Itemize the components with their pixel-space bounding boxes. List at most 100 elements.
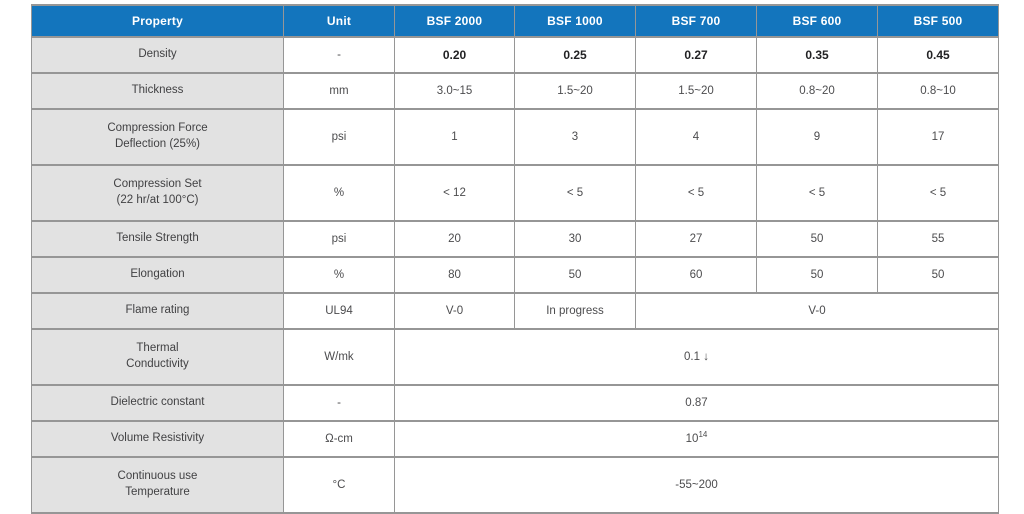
value-text: 50	[810, 233, 824, 245]
column-header-bsf-500: BSF 500	[877, 4, 999, 38]
value-cell: 17	[877, 108, 999, 166]
value-text: 27	[689, 233, 703, 245]
value-text: 3	[571, 131, 579, 143]
column-header-unit: Unit	[283, 4, 395, 38]
column-header-property: Property	[31, 4, 284, 38]
property-label: Dielectric constant	[31, 384, 284, 422]
value-cell: 20	[394, 220, 515, 258]
value-text: 4	[692, 131, 700, 143]
value-cell: 0.1 ↓	[394, 328, 999, 386]
property-label: Thermal Conductivity	[31, 328, 284, 386]
value-text: 0.45	[926, 48, 950, 62]
value-text: 9	[813, 131, 821, 143]
unit-label: -	[283, 384, 395, 422]
unit-label: %	[283, 164, 395, 222]
value-cell: 50	[756, 256, 878, 294]
property-label: Tensile Strength	[31, 220, 284, 258]
value-cell: 0.87	[394, 384, 999, 422]
value-cell: 0.20	[394, 36, 515, 74]
value-cell: 50	[756, 220, 878, 258]
value-cell: In progress	[514, 292, 636, 330]
value-cell: < 12	[394, 164, 515, 222]
value-text: 1	[451, 131, 458, 143]
table-row-continuous-use: Continuous use Temperature °C -55~200	[31, 456, 999, 514]
value-text: 0.1 ↓	[684, 351, 709, 363]
table-row-compression-set: Compression Set (22 hr/at 100°C)% < 12 < 5…	[31, 164, 999, 222]
table-row-thermal: Thermal Conductivity W/mk 0.1 ↓	[31, 328, 999, 386]
value-text: < 5	[566, 187, 584, 199]
value-cell: 0.35	[756, 36, 878, 74]
value-text: In progress	[546, 305, 604, 317]
value-superscript: 14	[698, 430, 708, 440]
property-label: Compression Set (22 hr/at 100°C)	[31, 164, 284, 222]
property-label: Density	[31, 36, 284, 74]
value-cell: 1.5~20	[635, 72, 757, 110]
table-row-flame-rating: Flame rating UL94 V-0 In progress V-0	[31, 292, 999, 330]
value-text: 30	[568, 233, 582, 245]
unit-label: °C	[283, 456, 395, 514]
value-cell: 0.25	[514, 36, 636, 74]
value-text: 0.8~10	[920, 85, 956, 97]
value-text: V-0	[808, 305, 826, 317]
value-cell: < 5	[877, 164, 999, 222]
unit-label: -	[283, 36, 395, 74]
table-row-volume-resistivity: Volume Resistivity Ω-cm 1014	[31, 420, 999, 458]
value-text: -55~200	[675, 479, 718, 491]
value-text: 0.8~20	[799, 85, 835, 97]
unit-label: psi	[283, 220, 395, 258]
unit-label: %	[283, 256, 395, 294]
property-label: Continuous use Temperature	[31, 456, 284, 514]
column-header-bsf-2000: BSF 2000	[394, 4, 515, 38]
property-label: Thickness	[31, 72, 284, 110]
value-cell: V-0	[635, 292, 999, 330]
value-text: 80	[448, 269, 461, 281]
value-text: 60	[689, 269, 703, 281]
value-text: 50	[931, 269, 945, 281]
value-cell: 1.5~20	[514, 72, 636, 110]
value-cell: < 5	[635, 164, 757, 222]
value-cell: 30	[514, 220, 636, 258]
property-label: Flame rating	[31, 292, 284, 330]
table-body: Density -0.20 0.25 0.27 0.35 0.45 Thickness mm 3…	[31, 36, 999, 514]
value-text: 10	[685, 433, 699, 445]
value-text: 3.0~15	[436, 85, 473, 97]
value-cell: < 5	[756, 164, 878, 222]
unit-label: mm	[283, 72, 395, 110]
value-cell: V-0	[394, 292, 515, 330]
value-text: 0.87	[685, 397, 708, 409]
table-row-density: Density - 0.20 0.25 0.27 0.35 0.45	[31, 36, 999, 74]
unit-label: psi	[283, 108, 395, 166]
property-label: Volume Resistivity	[31, 420, 284, 458]
table-row-compression-force: Compression Force Deflection (25%) psi 1 3 4…	[31, 108, 999, 166]
value-text: 0.25	[563, 48, 587, 62]
value-cell: < 5	[514, 164, 636, 222]
value-cell: 0.45	[877, 36, 999, 74]
value-text: 50	[810, 269, 824, 281]
property-label: Compression Force Deflection (25%)	[31, 108, 284, 166]
value-cell: 0.8~20	[756, 72, 878, 110]
value-text: 20	[448, 233, 461, 245]
value-cell: 0.8~10	[877, 72, 999, 110]
value-cell: 1014	[394, 420, 999, 458]
unit-label: UL94	[283, 292, 395, 330]
column-header-bsf-1000: BSF 1000	[514, 4, 636, 38]
value-cell: 1	[394, 108, 515, 166]
value-text: 17	[931, 131, 945, 143]
value-cell: 60	[635, 256, 757, 294]
table-row-tensile-strength: Tensile Strength psi 20 30 27 50 55	[31, 220, 999, 258]
value-text: 0.20	[442, 48, 467, 62]
property-label: Elongation	[31, 256, 284, 294]
value-text: < 12	[443, 187, 466, 199]
value-cell: 3	[514, 108, 636, 166]
value-text: 55	[931, 233, 945, 245]
value-text: 0.27	[684, 48, 708, 62]
value-text: < 5	[929, 187, 947, 199]
value-cell: 50	[877, 256, 999, 294]
value-text: 1.5~20	[678, 85, 714, 97]
value-cell: -55~200	[394, 456, 999, 514]
table-row-thickness: Thickness mm 3.0~15 1.5~20 1.5~20 0.8~20 0.8~1…	[31, 72, 999, 110]
table-row-elongation: Elongation% 80 50 60 50 50	[31, 256, 999, 294]
value-text: < 5	[808, 187, 826, 199]
value-cell: 9	[756, 108, 878, 166]
